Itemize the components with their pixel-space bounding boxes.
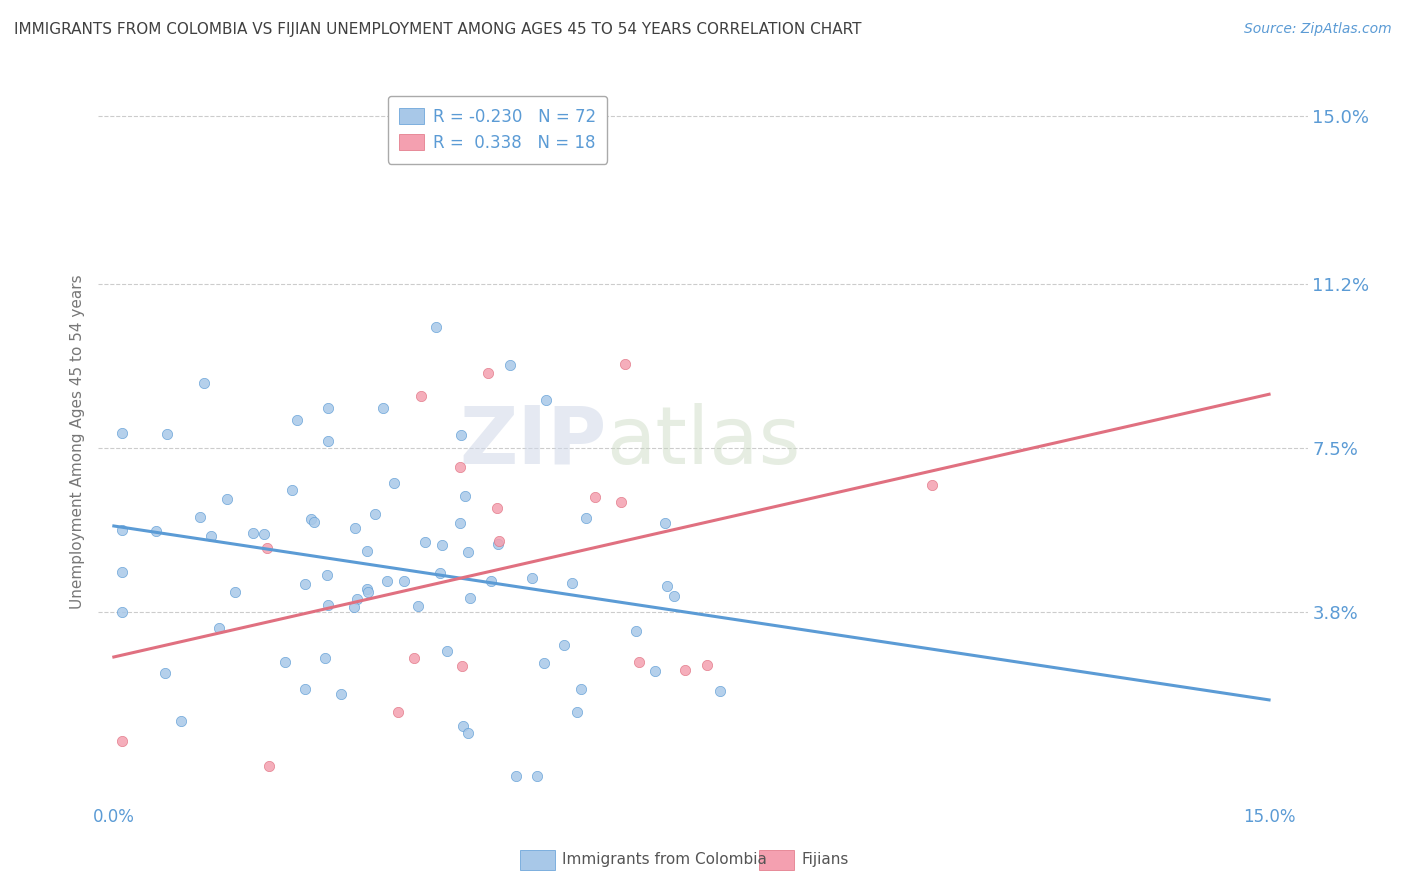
Point xyxy=(575,511,598,525)
Point xyxy=(314,650,336,665)
Point xyxy=(479,574,502,589)
Point xyxy=(371,401,394,415)
Point xyxy=(430,538,453,552)
Point xyxy=(330,687,353,701)
Point xyxy=(364,507,387,521)
Point xyxy=(392,574,415,588)
Point xyxy=(921,478,943,492)
Point xyxy=(533,656,555,670)
Point xyxy=(382,476,405,491)
Point xyxy=(449,516,471,530)
Point xyxy=(299,512,322,526)
Point xyxy=(585,490,607,504)
Point xyxy=(561,576,583,591)
Point xyxy=(273,655,295,669)
Point xyxy=(110,425,132,440)
Point xyxy=(654,516,676,530)
Point xyxy=(696,658,718,673)
Point xyxy=(409,389,432,403)
Point xyxy=(486,537,509,551)
Text: ZIP: ZIP xyxy=(458,402,606,481)
Point xyxy=(153,666,176,681)
Text: Immigrants from Colombia: Immigrants from Colombia xyxy=(562,853,768,867)
Point xyxy=(458,591,481,605)
Point xyxy=(534,393,557,408)
Legend: R = -0.230   N = 72, R =  0.338   N = 18: R = -0.230 N = 72, R = 0.338 N = 18 xyxy=(388,95,607,163)
Point xyxy=(387,705,409,719)
Point xyxy=(259,759,281,773)
Point xyxy=(569,681,592,696)
Point xyxy=(285,413,308,427)
Point xyxy=(673,663,696,677)
Point xyxy=(200,529,222,543)
Point xyxy=(565,705,588,719)
Point xyxy=(662,589,685,603)
Point xyxy=(505,769,527,783)
Point xyxy=(357,585,380,599)
Point xyxy=(217,491,239,506)
Point xyxy=(449,460,471,475)
Point xyxy=(499,358,522,372)
Text: Source: ZipAtlas.com: Source: ZipAtlas.com xyxy=(1244,22,1392,37)
Point xyxy=(627,655,650,669)
Point xyxy=(208,621,231,635)
Point xyxy=(457,545,479,559)
Point xyxy=(110,565,132,579)
Point xyxy=(413,535,436,549)
Point xyxy=(110,605,132,619)
Point xyxy=(451,659,474,673)
Point xyxy=(429,566,451,580)
Point xyxy=(253,527,276,541)
Point xyxy=(188,510,211,524)
Point xyxy=(488,534,510,549)
Point xyxy=(316,598,339,612)
Point xyxy=(450,428,472,442)
Point xyxy=(256,541,278,555)
Point xyxy=(375,574,398,589)
Point xyxy=(170,714,193,728)
Y-axis label: Unemployment Among Ages 45 to 54 years: Unemployment Among Ages 45 to 54 years xyxy=(70,274,86,609)
Point xyxy=(486,500,509,515)
Point xyxy=(610,495,633,509)
Point xyxy=(145,524,167,539)
Point xyxy=(344,521,367,535)
Point xyxy=(316,401,339,416)
Point xyxy=(553,638,575,652)
Point xyxy=(451,719,474,733)
Point xyxy=(454,489,477,503)
Point xyxy=(224,585,246,599)
Point xyxy=(457,725,479,739)
Point xyxy=(613,357,636,371)
Point xyxy=(709,684,731,698)
Point xyxy=(402,650,425,665)
Text: Fijians: Fijians xyxy=(801,853,849,867)
Point xyxy=(156,427,179,442)
Point xyxy=(318,434,340,449)
Point xyxy=(406,599,429,613)
Point xyxy=(626,624,648,639)
Text: IMMIGRANTS FROM COLOMBIA VS FIJIAN UNEMPLOYMENT AMONG AGES 45 TO 54 YEARS CORREL: IMMIGRANTS FROM COLOMBIA VS FIJIAN UNEMP… xyxy=(14,22,862,37)
Point xyxy=(520,571,543,585)
Point xyxy=(242,525,264,540)
Text: atlas: atlas xyxy=(606,402,800,481)
Point xyxy=(294,577,316,591)
Point xyxy=(110,734,132,748)
Point xyxy=(356,544,378,558)
Point xyxy=(477,366,499,380)
Point xyxy=(110,523,132,537)
Point xyxy=(294,682,316,697)
Point xyxy=(281,483,304,498)
Point xyxy=(526,769,548,783)
Point xyxy=(436,644,458,658)
Point xyxy=(304,516,326,530)
Point xyxy=(346,592,368,607)
Point xyxy=(644,665,666,679)
Point xyxy=(425,320,447,334)
Point xyxy=(356,582,378,596)
Point xyxy=(193,376,215,390)
Point xyxy=(316,568,339,582)
Point xyxy=(343,600,366,615)
Point xyxy=(655,579,678,593)
